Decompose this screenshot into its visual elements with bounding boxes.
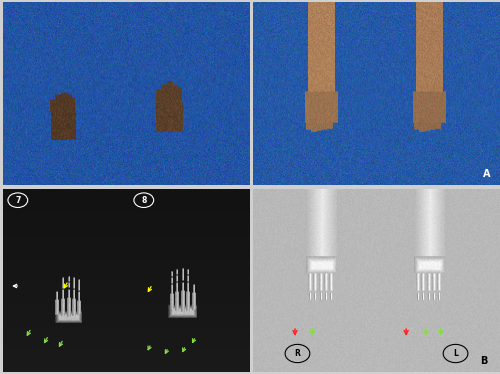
Text: L: L — [453, 349, 458, 358]
Text: 8: 8 — [141, 196, 146, 205]
Text: R: R — [294, 349, 300, 358]
Text: A: A — [482, 169, 490, 179]
Text: B: B — [480, 356, 488, 366]
Text: 7: 7 — [15, 196, 20, 205]
